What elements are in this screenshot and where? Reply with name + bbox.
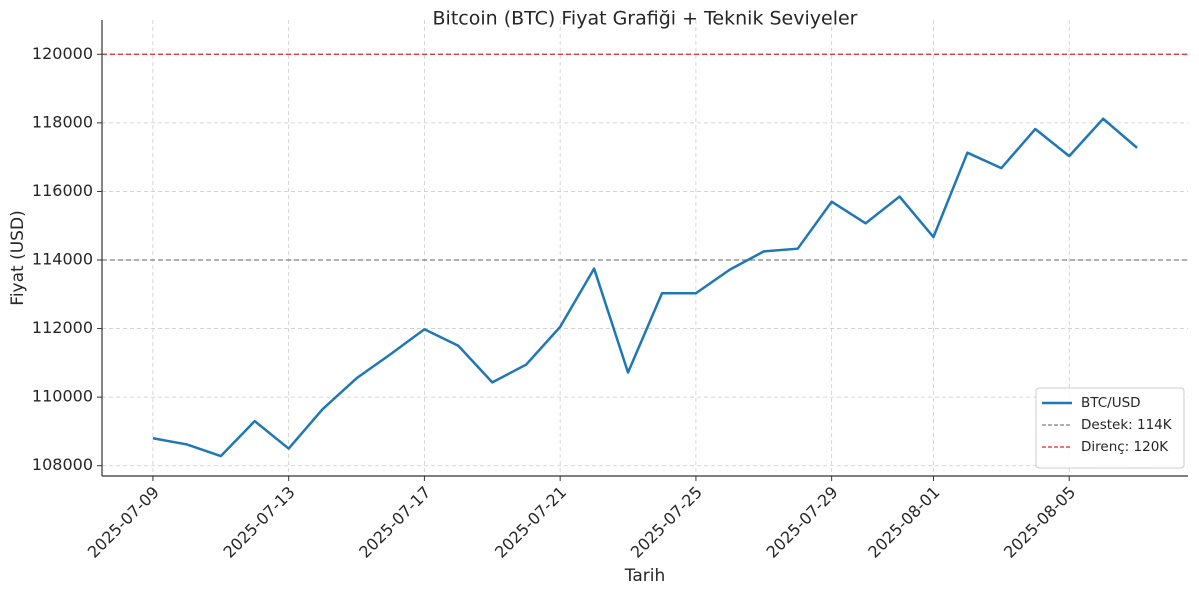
legend: BTC/USD Destek: 114K Direnç: 120K xyxy=(1035,387,1185,469)
x-tick-label: 2025-07-09 xyxy=(84,483,163,562)
x-tick-label: 2025-07-29 xyxy=(762,483,841,562)
x-tick-label: 2025-08-05 xyxy=(1000,483,1079,562)
x-axis-label: Tarih xyxy=(624,566,665,586)
x-tick-label: 2025-07-25 xyxy=(627,483,706,562)
y-tick-label: 116000 xyxy=(32,181,93,200)
legend-label: Destek: 114K xyxy=(1081,417,1173,433)
x-tick-label: 2025-07-17 xyxy=(355,483,434,562)
line-series xyxy=(152,117,1138,458)
y-tick-label: 118000 xyxy=(32,112,93,131)
chart-title: Bitcoin (BTC) Fiyat Grafiği + Teknik Sev… xyxy=(433,8,858,30)
legend-box xyxy=(1035,387,1185,469)
y-tick-label: 114000 xyxy=(32,250,93,269)
x-tick-label: 2025-08-01 xyxy=(864,483,943,562)
y-tick-label: 120000 xyxy=(32,44,93,63)
y-tick-label: 110000 xyxy=(32,387,93,406)
legend-label: BTC/USD xyxy=(1081,395,1141,411)
y-axis-label: Fiyat (USD) xyxy=(8,210,28,305)
legend-label: Direnç: 120K xyxy=(1081,439,1169,455)
y-tick-label: 108000 xyxy=(32,455,93,474)
x-tick-label: 2025-07-13 xyxy=(219,483,298,562)
x-tick-label: 2025-07-21 xyxy=(491,483,570,562)
y-tick-label: 112000 xyxy=(32,318,93,337)
